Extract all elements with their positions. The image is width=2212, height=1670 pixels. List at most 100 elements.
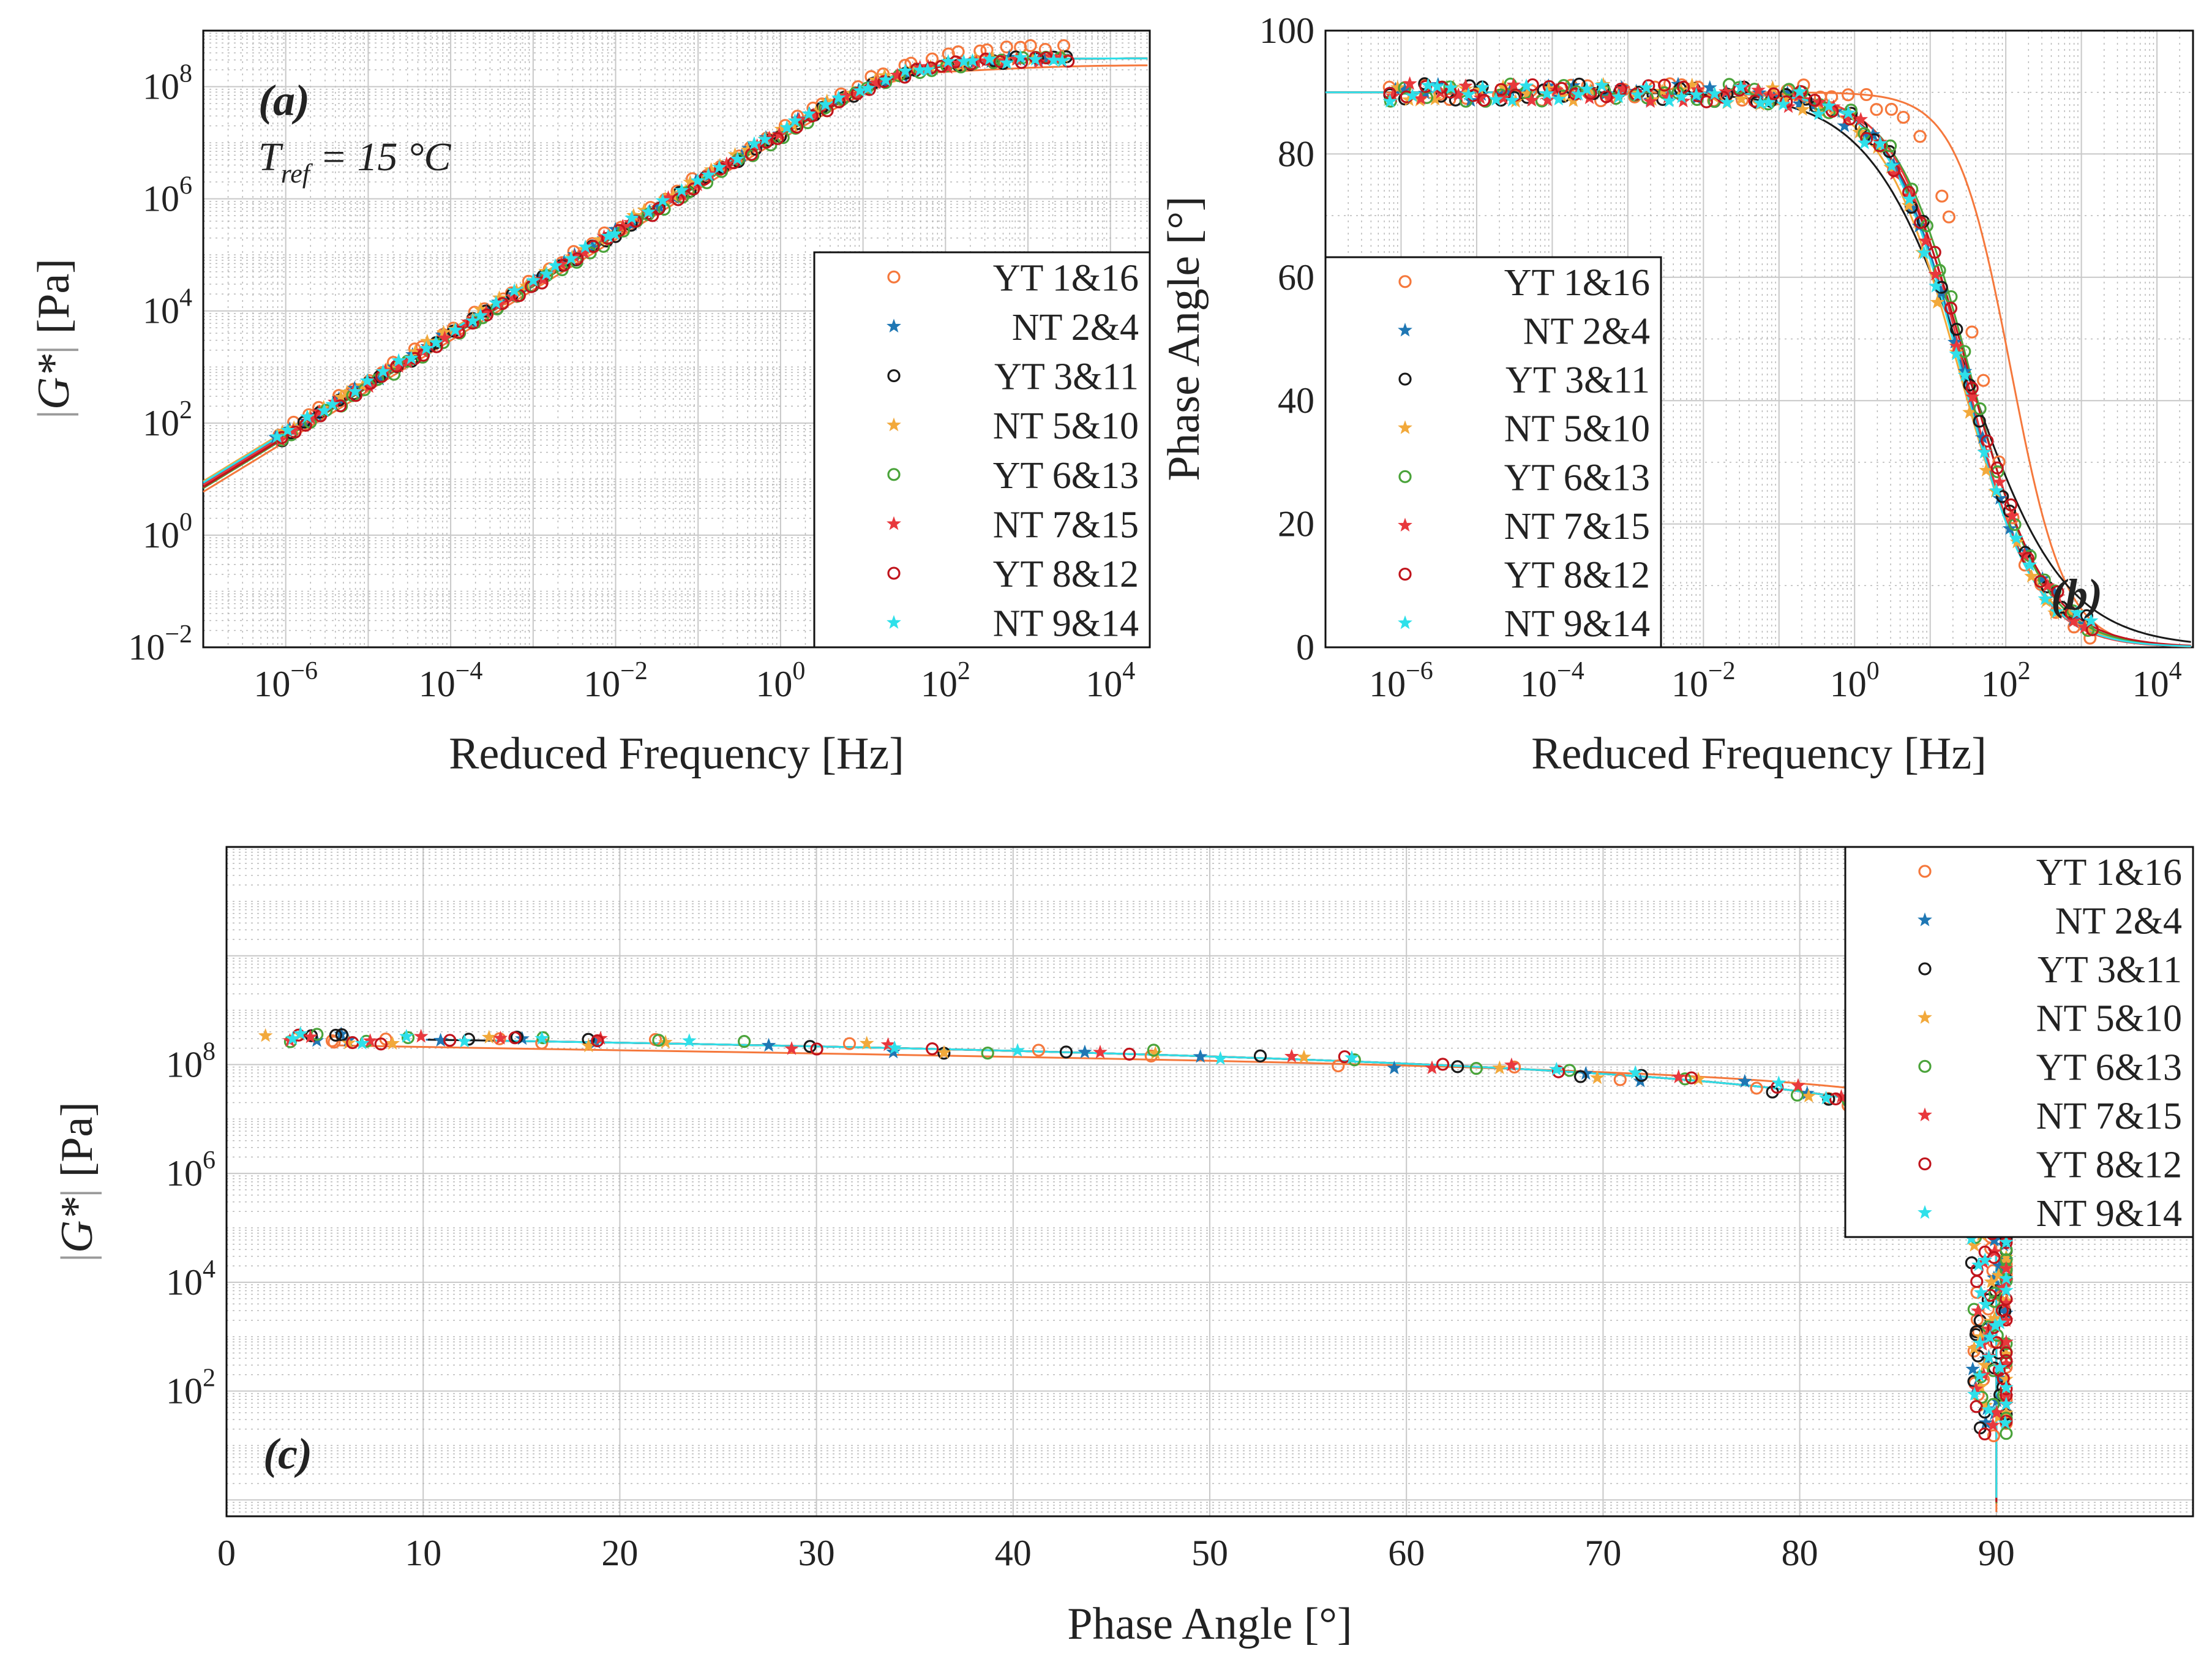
data-point	[258, 1028, 273, 1042]
data-point	[2000, 1346, 2013, 1360]
data-point	[1750, 82, 1766, 97]
data-point	[1469, 1062, 1483, 1075]
data-point	[1451, 1060, 1464, 1074]
y-tick-label: 100	[1259, 10, 1314, 51]
data-point	[1920, 219, 1933, 233]
data-point	[448, 322, 463, 337]
x-tick-label: 10−4	[419, 657, 483, 704]
data-point	[457, 1034, 472, 1048]
data-point	[641, 204, 656, 219]
data-point	[1284, 1048, 1299, 1063]
legend-label: YT 1&16	[1504, 262, 1650, 304]
data-point	[2049, 604, 2064, 619]
data-point	[362, 1033, 378, 1047]
data-point	[1897, 110, 1910, 124]
data-point	[1870, 103, 1883, 116]
data-point	[1935, 189, 1949, 203]
data-point	[1913, 130, 1927, 143]
data-point	[1024, 39, 1037, 53]
data-point	[1928, 246, 1941, 259]
x-tick-label: 100	[1830, 657, 1880, 704]
legend-label: NT 7&15	[993, 504, 1139, 546]
legend-marker	[1398, 372, 1412, 386]
data-point	[1811, 106, 1826, 121]
data-point	[1978, 1427, 1992, 1441]
data-point	[2038, 591, 2053, 605]
data-point	[1707, 86, 1722, 100]
x-tick-label: 40	[995, 1533, 1032, 1573]
data-point	[1973, 1335, 1987, 1350]
data-point	[878, 72, 893, 86]
data-point	[280, 423, 295, 437]
data-point	[714, 162, 727, 176]
data-point	[391, 353, 407, 367]
legend-item: YT 8&12	[1918, 1145, 2182, 1186]
legend-item: YT 8&12	[1398, 555, 1650, 596]
data-point	[1990, 461, 2004, 475]
legend-marker	[887, 369, 901, 383]
data-point	[1253, 1049, 1267, 1063]
legend-item: YT 1&16	[887, 257, 1139, 299]
data-point	[940, 54, 956, 68]
data-point	[1970, 1400, 1983, 1413]
legend-item: YT 6&13	[887, 455, 1139, 497]
data-point	[981, 1047, 994, 1060]
data-point	[1973, 402, 1987, 416]
data-point	[1600, 90, 1613, 103]
data-point	[965, 53, 980, 67]
data-point	[526, 273, 541, 287]
legend-label: YT 3&11	[1505, 359, 1650, 401]
data-point	[1914, 216, 1927, 229]
data-point	[269, 429, 285, 443]
data-point	[838, 88, 853, 103]
data-point	[1549, 1061, 1564, 1076]
data-point	[2000, 1427, 2013, 1440]
legend-marker	[1918, 1157, 1932, 1171]
data-point	[401, 1031, 415, 1045]
x-tick-label: 10−6	[1369, 657, 1433, 704]
data-point	[1818, 1090, 1834, 1105]
data-point	[1981, 434, 1994, 448]
panel-label: (c)	[263, 1429, 312, 1478]
data-point	[1965, 325, 1979, 339]
legend-label: NT 9&14	[2036, 1193, 2182, 1235]
data-point	[1957, 367, 1973, 382]
data-point	[1000, 40, 1013, 54]
data-point	[1884, 158, 1899, 172]
data-point	[1428, 91, 1442, 106]
legend-label: NT 5&10	[2036, 998, 2182, 1040]
data-point	[2000, 1354, 2013, 1367]
data-point	[1978, 1296, 1993, 1311]
x-tick-label: 50	[1191, 1533, 1228, 1573]
x-tick-label: 0	[217, 1533, 236, 1573]
data-point	[1966, 1238, 1982, 1252]
data-point	[2040, 578, 2055, 592]
y-tick-label: 40	[1278, 380, 1314, 421]
data-point	[1901, 198, 1916, 212]
data-point	[1984, 1288, 1997, 1302]
legend-item: NT 9&14	[1918, 1193, 2182, 1235]
data-point	[1965, 389, 1980, 404]
data-point	[1792, 84, 1807, 99]
data-point	[880, 1037, 896, 1051]
data-point	[1973, 1285, 1989, 1300]
legend-box	[1844, 846, 2194, 1238]
legend-marker	[1398, 567, 1412, 581]
data-point	[1691, 89, 1704, 102]
data-point	[1794, 85, 1807, 99]
legend-label: NT 7&15	[1504, 506, 1650, 547]
data-point	[1738, 1074, 1752, 1088]
data-point	[1981, 1402, 1996, 1416]
data-point	[1436, 1058, 1450, 1071]
legend-label: YT 3&11	[994, 356, 1139, 398]
data-point	[1977, 445, 1992, 459]
legend-marker	[1398, 322, 1412, 337]
data-point	[1944, 301, 1958, 315]
data-point	[1057, 39, 1071, 53]
data-point	[2083, 613, 2099, 627]
legend-item: NT 7&15	[887, 504, 1139, 546]
x-tick-label: 70	[1584, 1533, 1621, 1573]
series-7	[1382, 78, 2099, 627]
data-point	[868, 75, 883, 89]
data-point	[1344, 1050, 1359, 1064]
